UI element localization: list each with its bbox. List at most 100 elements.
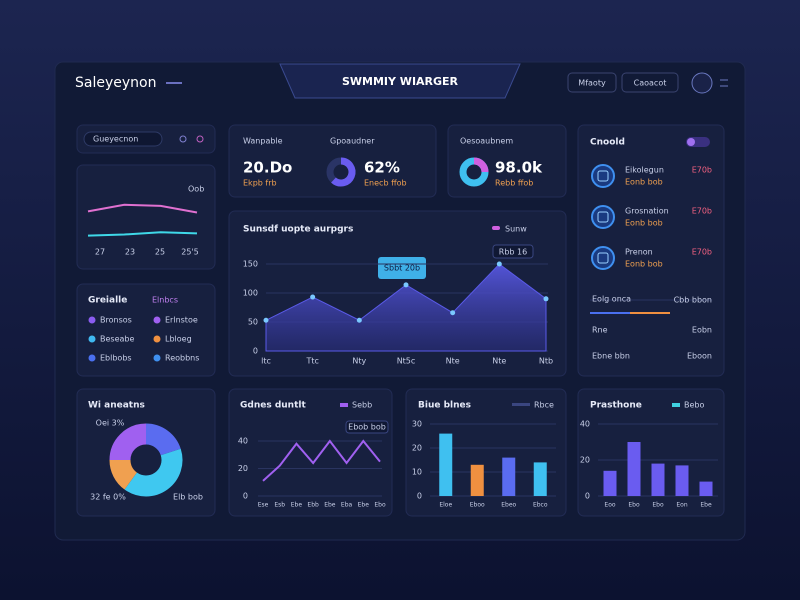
panel-title: Wi aneatns	[88, 401, 145, 411]
bar	[603, 470, 617, 496]
tooltip	[345, 420, 389, 434]
y-tick-label: 0	[585, 492, 590, 501]
item-label: Eikolegun	[625, 166, 664, 175]
x-tick-label: Eloe	[439, 502, 452, 509]
ring-value	[331, 157, 356, 187]
item-sub: Eonb bob	[625, 219, 663, 228]
legend-dot	[153, 316, 161, 324]
item-label: Prenon	[625, 248, 653, 257]
row-label: Rne	[592, 326, 608, 335]
x-tick-label: 25'5	[181, 248, 198, 257]
legend-dot	[153, 354, 161, 362]
donut-label: 32 fe 0%	[90, 493, 126, 502]
title-tab	[279, 63, 521, 99]
x-tick-label: Ebo	[628, 502, 640, 509]
kpi-value: 20.Do	[243, 159, 292, 177]
search-box[interactable]	[83, 131, 163, 147]
y-tick-label: 30	[412, 420, 422, 429]
legend-label: Rbce	[534, 401, 554, 410]
donut-segment	[124, 448, 183, 497]
kpi-sub: Rebb ffob	[495, 179, 533, 188]
kpi-value: 98.0k	[495, 159, 543, 177]
x-tick-label: Eba	[341, 502, 353, 509]
button-label[interactable]: Caoacot	[634, 79, 667, 88]
y-tick-label: 0	[253, 347, 258, 356]
callout-label: Rbb 16	[499, 248, 527, 257]
panel-title: Sunsdf uopte aurpgrs	[243, 225, 353, 235]
area	[265, 263, 547, 352]
panel	[76, 388, 216, 517]
x-tick-label: Ebe	[700, 502, 712, 509]
bar	[699, 481, 713, 496]
donut-label: Oei 3%	[96, 419, 125, 428]
kpi-label: Oesoaubnem	[460, 137, 513, 146]
header-button[interactable]	[567, 72, 617, 93]
panel-title: Prasthone	[590, 401, 642, 411]
x-tick-label: Ttc	[305, 357, 318, 366]
x-tick-label: Ebo	[374, 502, 386, 509]
legend-swatch	[512, 403, 530, 406]
row-value: Eobn	[692, 326, 712, 335]
y-tick-label: 10	[412, 468, 422, 477]
point	[403, 282, 409, 288]
chart-label: Oob	[188, 185, 204, 194]
x-tick-label: Nt5c	[397, 357, 416, 366]
x-tick-label: Eon	[676, 502, 687, 509]
panel	[76, 164, 216, 270]
donut-segment	[109, 423, 147, 461]
line	[262, 439, 381, 482]
callout	[492, 244, 534, 259]
legend-label: Sunw	[505, 225, 527, 234]
panel-title: Greialle	[88, 296, 127, 306]
point	[310, 294, 316, 300]
legend-dot	[88, 354, 96, 362]
y-tick-label: 40	[238, 437, 248, 446]
item-label: Grosnation	[625, 207, 669, 216]
x-tick-label: Ebco	[533, 502, 548, 509]
ring-accent	[473, 157, 489, 173]
x-tick-label: Ebe	[324, 502, 336, 509]
callout	[378, 257, 426, 279]
kpi-sub: Ekpb frb	[243, 179, 277, 188]
icon[interactable]	[179, 135, 187, 143]
line	[87, 231, 198, 237]
legend-dot	[153, 335, 161, 343]
row-value: Eboon	[687, 352, 712, 361]
button-label[interactable]: Mfaoty	[578, 79, 606, 88]
icon[interactable]	[196, 135, 204, 143]
x-tick-label: Eoo	[604, 502, 615, 509]
x-tick-label: Ese	[258, 502, 269, 509]
toggle-knob[interactable]	[687, 138, 695, 146]
avatar[interactable]	[691, 72, 713, 94]
legend-label: Erlnstoe	[165, 316, 198, 325]
x-tick-label: Ebe	[291, 502, 303, 509]
x-tick-label: Esb	[274, 502, 285, 509]
legend-label: Beseabe	[100, 335, 134, 344]
icon-glyph	[597, 211, 609, 223]
bar	[627, 442, 641, 496]
item-value: E70b	[692, 248, 712, 257]
panel-title: Cnoold	[590, 138, 625, 148]
item-sub: Eonb bob	[625, 178, 663, 187]
y-tick-label: 20	[238, 464, 248, 473]
kpi-label: Wanpable	[243, 137, 283, 146]
search-label[interactable]: Gueyecnon	[93, 135, 138, 144]
panel	[76, 283, 216, 377]
item-value: E70b	[692, 166, 712, 175]
panel-title: Gdnes duntlt	[240, 401, 306, 411]
y-tick-label: 20	[412, 444, 422, 453]
callout-label: Sbbt 20b	[384, 264, 420, 273]
legend-label: Eblbobs	[100, 354, 132, 363]
y-tick-label: 20	[580, 456, 590, 465]
x-tick-label: Ebo	[652, 502, 664, 509]
icon	[591, 164, 615, 188]
legend-label: Bronsos	[100, 316, 132, 325]
x-tick-label: Ebb	[307, 502, 319, 509]
legend-label: Reobbns	[165, 354, 199, 363]
y-tick-label: 0	[417, 492, 422, 501]
header-button[interactable]	[621, 72, 679, 93]
y-tick-label: 40	[580, 420, 590, 429]
point	[356, 317, 362, 323]
item-value: E70b	[692, 207, 712, 216]
